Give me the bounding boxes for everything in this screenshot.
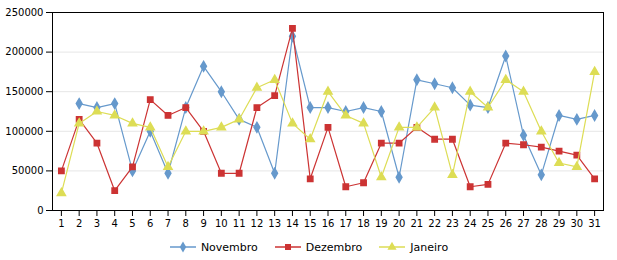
svg-text:6: 6 <box>147 218 153 229</box>
svg-text:1: 1 <box>58 218 64 229</box>
svg-text:24: 24 <box>464 218 477 229</box>
svg-text:31: 31 <box>588 218 601 229</box>
svg-text:0: 0 <box>37 205 43 216</box>
svg-text:14: 14 <box>286 218 299 229</box>
html-text:Janeiro: Janeiro <box>410 240 449 254</box>
svg-text:16: 16 <box>322 218 335 229</box>
svg-text:21: 21 <box>411 218 424 229</box>
svg-text:200000: 200000 <box>5 46 43 57</box>
svg-text:4: 4 <box>112 218 118 229</box>
svg-text:23: 23 <box>446 218 459 229</box>
svg-text:150000: 150000 <box>5 86 43 97</box>
svg-text:50000: 50000 <box>12 165 44 176</box>
svg-text:28: 28 <box>535 218 548 229</box>
svg-text:26: 26 <box>499 218 512 229</box>
svg-text:11: 11 <box>233 218 246 229</box>
svg-text:10: 10 <box>215 218 228 229</box>
svg-text:13: 13 <box>268 218 281 229</box>
svg-text:30: 30 <box>570 218 583 229</box>
svg-text:17: 17 <box>339 218 352 229</box>
svg-text:12: 12 <box>251 218 264 229</box>
svg-text:18: 18 <box>357 218 370 229</box>
html-text:Novembro: Novembro <box>200 240 258 254</box>
svg-text:9: 9 <box>200 218 206 229</box>
svg-text:20: 20 <box>393 218 406 229</box>
svg-text:7: 7 <box>165 218 171 229</box>
svg-text:22: 22 <box>428 218 441 229</box>
svg-text:15: 15 <box>304 218 317 229</box>
svg-text:250000: 250000 <box>5 7 43 18</box>
svg-text:29: 29 <box>553 218 566 229</box>
svg-text:25: 25 <box>482 218 495 229</box>
svg-text:2: 2 <box>76 218 82 229</box>
svg-text:27: 27 <box>517 218 530 229</box>
svg-text:5: 5 <box>129 218 135 229</box>
svg-text:19: 19 <box>375 218 388 229</box>
html-text:Dezembro: Dezembro <box>305 240 363 254</box>
svg-text:3: 3 <box>94 218 100 229</box>
svg-text:8: 8 <box>183 218 189 229</box>
svg-text:100000: 100000 <box>5 126 43 137</box>
